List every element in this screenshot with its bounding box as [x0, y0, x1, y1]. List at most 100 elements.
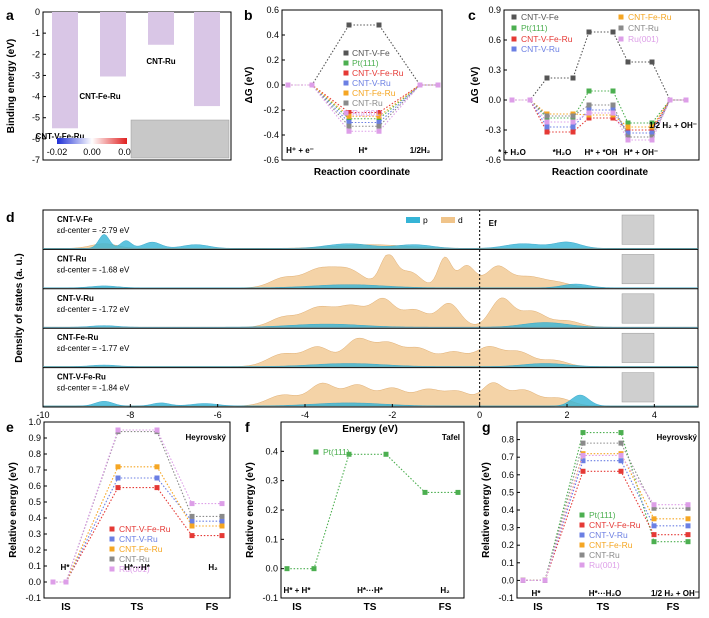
- panel-b: b 0.6 0.4 0.2 0.0 -0.2 -0.4 -0.6 CNT-V-FePt(111)…: [244, 5, 443, 178]
- data-point: [651, 523, 657, 529]
- x-tick-label: -10: [36, 410, 49, 420]
- data-point: [219, 518, 225, 524]
- y-tick-label: -6: [32, 134, 40, 144]
- legend-swatch-p: [406, 217, 420, 223]
- panel-c: c 0.90.60.30.0-0.3-0.6CNT-V-FePt(111)CNT-…: [468, 5, 700, 178]
- y-tick-label: -0.1: [25, 593, 41, 603]
- data-point: [189, 501, 195, 507]
- data-point: [610, 88, 616, 94]
- y-tick-label: 0.8: [501, 435, 514, 445]
- data-point: [618, 440, 624, 446]
- y-tick-label: 0.4: [501, 505, 514, 515]
- y-tick-label: 0.9: [28, 433, 41, 443]
- data-point: [610, 110, 616, 116]
- y-axis-title: Density of states (a. u.): [14, 253, 25, 362]
- y-tick-label: -0.2: [263, 105, 279, 115]
- y-axis-title: Relative energy (eV): [8, 462, 19, 558]
- legend-label: Ru(001): [589, 560, 620, 570]
- bar: [148, 12, 174, 45]
- x-tick-label: 4: [652, 410, 657, 420]
- legend-label: CNT-Fe-Ru: [352, 88, 396, 98]
- series-line: [512, 99, 686, 138]
- panel-title: Heyrovský: [657, 433, 698, 442]
- dos-row-label: CNT-V-Fe-Ru: [57, 373, 106, 382]
- data-point: [685, 539, 691, 545]
- data-point: [189, 523, 195, 529]
- data-point: [455, 489, 461, 495]
- legend-label: CNT-V-Fe-Ru: [589, 520, 641, 530]
- dos-row: [43, 234, 698, 249]
- data-point: [649, 124, 655, 130]
- legend-label: Pt(111): [323, 447, 350, 457]
- panel-d: d CNT-V-Fe εd-center = -2.79 eV CNT-Ru εd-ce…: [6, 209, 699, 435]
- panel-title: Tafel: [442, 433, 460, 442]
- data-point: [219, 513, 225, 519]
- legend-label: p: [423, 215, 428, 225]
- data-point: [618, 452, 624, 458]
- dos-row: [43, 254, 698, 288]
- data-point: [63, 579, 69, 585]
- x-tick-label: 0: [477, 410, 482, 420]
- x-tick-label: -8: [126, 410, 134, 420]
- legend-label: CNT-Ru: [628, 23, 659, 33]
- legend-swatch: [618, 25, 624, 31]
- legend-swatch: [343, 110, 349, 116]
- legend-label: CNT-V-Ru: [589, 530, 628, 540]
- data-point: [586, 110, 592, 116]
- stage-label: IS: [292, 602, 302, 613]
- y-tick-label: 0.8: [28, 449, 41, 459]
- legend-label: CNT-V-Fe: [352, 48, 390, 58]
- data-point: [610, 29, 616, 35]
- colorbar-tick: -0.02: [47, 147, 68, 157]
- data-point: [685, 523, 691, 529]
- y-tick-label: 0.5: [28, 497, 41, 507]
- stage-note: H*: [61, 563, 71, 572]
- legend-swatch: [109, 536, 115, 542]
- legend-label: Pt(111): [352, 58, 379, 68]
- data-point: [570, 75, 576, 81]
- legend-swatch: [109, 546, 115, 552]
- panel-title: Heyrovský: [186, 433, 227, 442]
- data-point: [618, 468, 624, 474]
- y-axis-title: ΔG (eV): [244, 67, 255, 104]
- d-band-center-label: εd-center = -2.79 eV: [57, 226, 130, 235]
- series-line: [287, 453, 458, 570]
- data-point: [346, 110, 352, 115]
- structure-thumbnail-placeholder: [621, 372, 655, 403]
- data-point: [683, 97, 689, 103]
- data-point: [685, 516, 691, 522]
- x-tick-label: -4: [301, 410, 309, 420]
- data-point: [649, 134, 655, 140]
- stage-label: TS: [131, 602, 144, 613]
- data-point: [586, 107, 592, 113]
- legend-swatch: [579, 542, 585, 548]
- data-point: [580, 452, 586, 458]
- data-point: [219, 523, 225, 529]
- structure-thumbnail-placeholder: [621, 332, 655, 363]
- legend-swatch: [313, 449, 319, 455]
- y-tick-label: 0.1: [265, 534, 278, 544]
- legend-swatch: [343, 60, 349, 66]
- stage-note: H*···H₂O: [589, 589, 621, 598]
- series-line: [523, 460, 688, 581]
- y-tick-label: 0.1: [28, 561, 41, 571]
- data-point: [115, 485, 121, 491]
- y-tick-label: 0.9: [488, 5, 501, 15]
- y-tick-label: -3: [32, 70, 40, 80]
- legend-swatch: [579, 522, 585, 528]
- y-tick-label: 0.3: [265, 476, 278, 486]
- panel-label: d: [6, 209, 15, 225]
- x-axis-title: Reaction coordinate: [314, 167, 411, 178]
- stage-label: *H₂O: [553, 148, 572, 157]
- data-point: [544, 119, 550, 125]
- legend-swatch: [109, 566, 115, 572]
- data-point: [376, 123, 382, 129]
- data-point: [586, 88, 592, 94]
- data-point: [625, 127, 631, 133]
- colorbar-tick: 0.02: [118, 147, 136, 157]
- series-line: [512, 31, 686, 101]
- data-point: [618, 430, 624, 436]
- stage-note: H*: [532, 589, 542, 598]
- data-point: [610, 115, 616, 121]
- y-tick-label: -0.6: [263, 155, 279, 165]
